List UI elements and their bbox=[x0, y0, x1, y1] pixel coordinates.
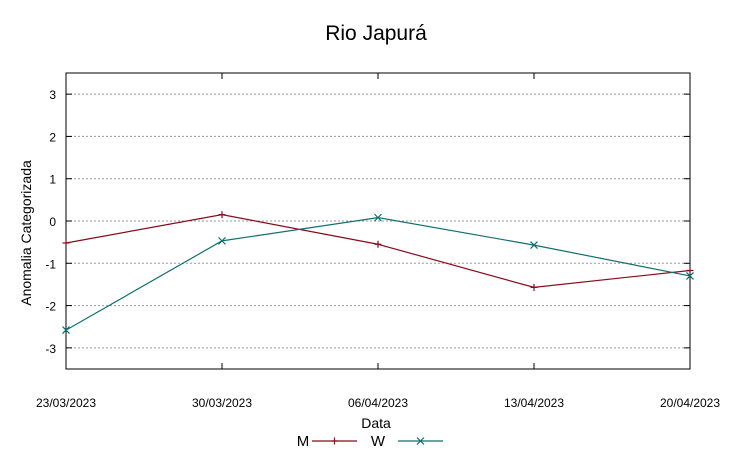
data-point-m bbox=[530, 283, 538, 291]
legend-marker-m bbox=[331, 437, 338, 445]
x-axis-ticks: 23/03/2023 30/03/2023 06/04/2023 13/04/2023… bbox=[36, 73, 720, 410]
series-layer bbox=[62, 211, 694, 335]
x-axis-label: Data bbox=[361, 415, 391, 431]
legend-marker-w bbox=[416, 437, 425, 445]
legend-label-w: W bbox=[371, 433, 386, 450]
data-point-m bbox=[374, 240, 382, 248]
x-tick-label: 13/04/2023 bbox=[504, 396, 564, 410]
y-tick-label: 2 bbox=[49, 130, 56, 144]
y-tick-label: -1 bbox=[45, 257, 56, 271]
series-line-w bbox=[65, 217, 691, 331]
data-point-m bbox=[686, 266, 694, 274]
y-tick-label: 0 bbox=[49, 215, 56, 229]
x-tick-label: 23/03/2023 bbox=[36, 396, 96, 410]
data-point-w bbox=[530, 241, 538, 250]
x-tick-label: 06/04/2023 bbox=[348, 396, 408, 410]
grid-lines bbox=[66, 93, 690, 349]
data-point-w bbox=[374, 213, 382, 222]
legend-label-m: M bbox=[297, 433, 310, 450]
data-point-m bbox=[218, 211, 226, 219]
data-point-m bbox=[62, 239, 70, 247]
y-axis-label: Anomalia Categorizada bbox=[18, 160, 34, 306]
data-point-w bbox=[62, 326, 70, 335]
y-tick-label: -3 bbox=[45, 342, 56, 356]
data-point-w bbox=[218, 236, 226, 245]
y-tick-label: 3 bbox=[49, 88, 56, 102]
x-tick-label: 30/03/2023 bbox=[192, 396, 252, 410]
data-point-w bbox=[686, 272, 694, 280]
x-tick-label: 20/04/2023 bbox=[660, 396, 720, 410]
y-tick-label: 1 bbox=[49, 173, 56, 187]
chart-title: Rio Japurá bbox=[325, 22, 427, 45]
y-tick-label: -2 bbox=[45, 300, 56, 314]
y-axis-ticks: -3 -2 -1 0 1 2 3 bbox=[45, 88, 690, 356]
